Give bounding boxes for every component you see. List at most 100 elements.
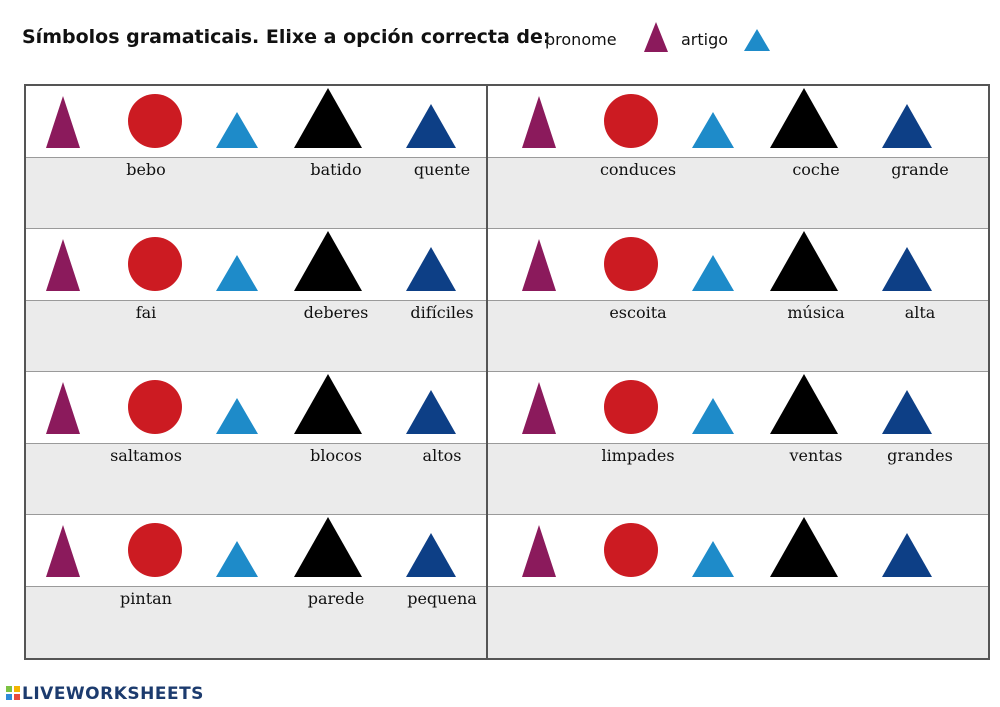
noun-triangle-icon[interactable]: [770, 88, 838, 148]
noun-triangle-icon[interactable]: [294, 231, 362, 291]
answer-drop-zone[interactable]: [488, 158, 988, 229]
verb-circle-icon[interactable]: [604, 523, 658, 577]
verb-circle-icon[interactable]: [128, 523, 182, 577]
exercise-card: escoita música alta: [488, 229, 988, 372]
exercise-card: bebo batido quente: [26, 86, 486, 229]
answer-drop-zone[interactable]: [26, 587, 486, 658]
exercise-word: escoita: [609, 303, 667, 322]
exercise-card: saltamos blocos altos: [26, 372, 486, 515]
exercise-card: [488, 515, 988, 658]
row-separator: [488, 514, 988, 515]
column-divider: [486, 86, 488, 658]
adjective-triangle-icon[interactable]: [882, 104, 932, 148]
exercise-word: altos: [422, 446, 462, 465]
band-separator: [26, 300, 486, 301]
exercise-word: bebo: [126, 160, 166, 179]
noun-triangle-icon[interactable]: [294, 88, 362, 148]
row-separator: [488, 228, 988, 229]
row-separator: [26, 371, 486, 372]
pronoun-triangle-icon[interactable]: [522, 525, 556, 577]
legend-pronoun-label: pronome: [545, 30, 617, 49]
article-triangle-icon[interactable]: [216, 398, 258, 434]
verb-circle-icon[interactable]: [128, 380, 182, 434]
band-separator: [26, 443, 486, 444]
exercise-word: alta: [904, 303, 936, 322]
row-separator: [488, 371, 988, 372]
article-triangle-icon[interactable]: [216, 541, 258, 577]
exercise-word: batido: [310, 160, 362, 179]
verb-circle-icon[interactable]: [128, 94, 182, 148]
article-triangle-icon[interactable]: [692, 398, 734, 434]
exercise-grid: bebo batido quente conduces coche grande fai de…: [24, 84, 990, 660]
exercise-word: música: [787, 303, 845, 322]
adjective-triangle-icon[interactable]: [406, 390, 456, 434]
band-separator: [488, 443, 988, 444]
noun-triangle-icon[interactable]: [294, 374, 362, 434]
noun-triangle-icon[interactable]: [770, 374, 838, 434]
purple-triangle-icon: [644, 22, 668, 52]
answer-drop-zone[interactable]: [488, 587, 988, 658]
adjective-triangle-icon[interactable]: [882, 390, 932, 434]
exercise-word: saltamos: [110, 446, 182, 465]
row-separator: [26, 228, 486, 229]
adjective-triangle-icon[interactable]: [406, 533, 456, 577]
exercise-word: blocos: [310, 446, 362, 465]
adjective-triangle-icon[interactable]: [406, 104, 456, 148]
exercise-word: grande: [891, 160, 949, 179]
band-separator: [488, 300, 988, 301]
exercise-word: pequena: [407, 589, 477, 608]
verb-circle-icon[interactable]: [128, 237, 182, 291]
answer-drop-zone[interactable]: [488, 301, 988, 372]
article-triangle-icon[interactable]: [692, 255, 734, 291]
pronoun-triangle-icon[interactable]: [522, 96, 556, 148]
noun-triangle-icon[interactable]: [294, 517, 362, 577]
band-separator: [488, 586, 988, 587]
article-triangle-icon[interactable]: [216, 112, 258, 148]
adjective-triangle-icon[interactable]: [406, 247, 456, 291]
band-separator: [488, 157, 988, 158]
footer-brand: LIVEWORKSHEETS: [22, 684, 204, 704]
exercise-word: ventas: [789, 446, 843, 465]
exercise-word: limpades: [601, 446, 675, 465]
article-triangle-icon[interactable]: [692, 112, 734, 148]
pronoun-triangle-icon[interactable]: [522, 382, 556, 434]
article-triangle-icon[interactable]: [692, 541, 734, 577]
pronoun-triangle-icon[interactable]: [46, 96, 80, 148]
exercise-word: quente: [413, 160, 471, 179]
exercise-word: conduces: [599, 160, 677, 179]
exercise-word: difíciles: [410, 303, 474, 322]
verb-circle-icon[interactable]: [604, 237, 658, 291]
band-separator: [26, 586, 486, 587]
pronoun-triangle-icon[interactable]: [522, 239, 556, 291]
verb-circle-icon[interactable]: [604, 94, 658, 148]
exercise-card: fai deberes difíciles: [26, 229, 486, 372]
band-separator: [26, 157, 486, 158]
light-blue-triangle-icon: [744, 29, 770, 51]
verb-circle-icon[interactable]: [604, 380, 658, 434]
answer-drop-zone[interactable]: [488, 444, 988, 515]
noun-triangle-icon[interactable]: [770, 517, 838, 577]
adjective-triangle-icon[interactable]: [882, 247, 932, 291]
instruction-title: Símbolos gramaticais. Elixe a opción cor…: [22, 26, 551, 48]
answer-drop-zone[interactable]: [26, 158, 486, 229]
article-triangle-icon[interactable]: [216, 255, 258, 291]
exercise-word: parede: [307, 589, 365, 608]
exercise-word: coche: [792, 160, 840, 179]
exercise-card: limpades ventas grandes: [488, 372, 988, 515]
adjective-triangle-icon[interactable]: [882, 533, 932, 577]
liveworksheets-icon: [6, 686, 20, 700]
noun-triangle-icon[interactable]: [770, 231, 838, 291]
answer-drop-zone[interactable]: [26, 301, 486, 372]
exercise-word: fai: [135, 303, 157, 322]
exercise-word: pintan: [120, 589, 172, 608]
exercise-word: deberes: [303, 303, 369, 322]
exercise-word: grandes: [887, 446, 953, 465]
pronoun-triangle-icon[interactable]: [46, 382, 80, 434]
row-separator: [26, 514, 486, 515]
answer-drop-zone[interactable]: [26, 444, 486, 515]
exercise-card: conduces coche grande: [488, 86, 988, 229]
pronoun-triangle-icon[interactable]: [46, 239, 80, 291]
exercise-card: pintan parede pequena: [26, 515, 486, 658]
pronoun-triangle-icon[interactable]: [46, 525, 80, 577]
liveworksheets-logo: LIVEWORKSHEETS: [6, 684, 204, 704]
